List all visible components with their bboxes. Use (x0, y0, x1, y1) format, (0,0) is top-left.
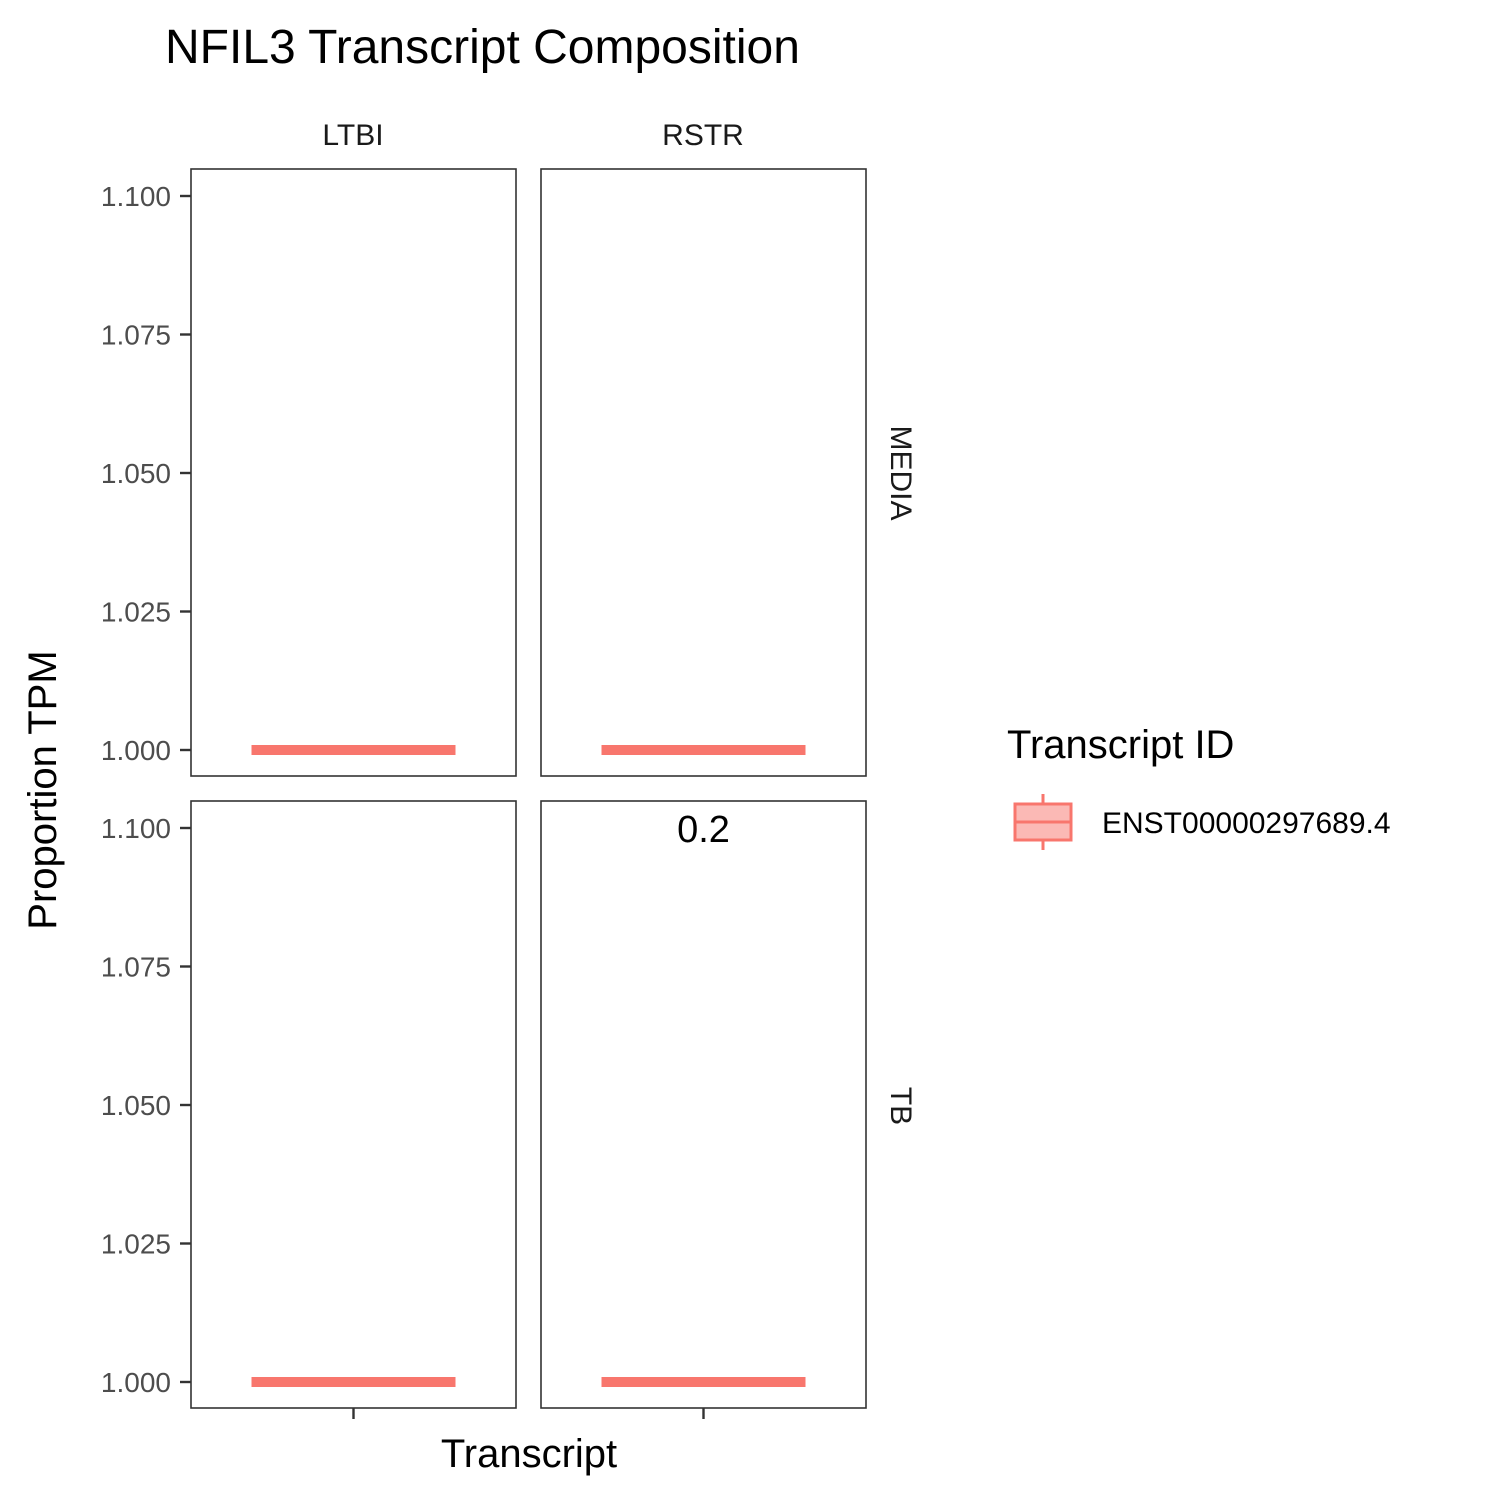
y-tick-label: 1.050 (101, 1090, 171, 1121)
y-tick-label: 1.025 (101, 597, 171, 628)
panel-border-media-rstr (540, 168, 867, 777)
y-tick-label: 1.100 (101, 813, 171, 844)
legend: ENST00000297689.4 (1013, 794, 1391, 850)
x-axis-title: Transcript (441, 1432, 617, 1476)
y-tick-label: 1.000 (101, 735, 171, 766)
panel-border-media-ltbi (190, 168, 517, 777)
y-tick-label: 1.075 (101, 952, 171, 983)
facet-strip-col-rstr: RSTR (662, 119, 744, 152)
y-tick-label: 1.025 (101, 1229, 171, 1260)
y-tick-label: 1.075 (101, 320, 171, 351)
y-axis-title: Proportion TPM (21, 650, 65, 929)
panel-annotation: 0.2 (677, 809, 730, 851)
facet-strip-row-tb: TB (884, 1087, 917, 1125)
panel-border-tb-rstr (540, 800, 867, 1409)
panel-border-tb-ltbi (190, 800, 517, 1409)
facet-strip-row-media: MEDIA (884, 425, 917, 520)
chart-marks: 1.000 1.025 1.050 1.075 1.100 1.000 1.025 1.050… (101, 168, 867, 1419)
y-tick-label: 1.000 (101, 1367, 171, 1398)
chart-title: NFIL3 Transcript Composition (165, 21, 800, 74)
facet-strip-col-ltbi: LTBI (322, 119, 383, 152)
legend-title: Transcript ID (1007, 723, 1234, 767)
legend-label: ENST00000297689.4 (1102, 807, 1391, 840)
y-tick-label: 1.050 (101, 458, 171, 489)
y-tick-label: 1.100 (101, 181, 171, 212)
